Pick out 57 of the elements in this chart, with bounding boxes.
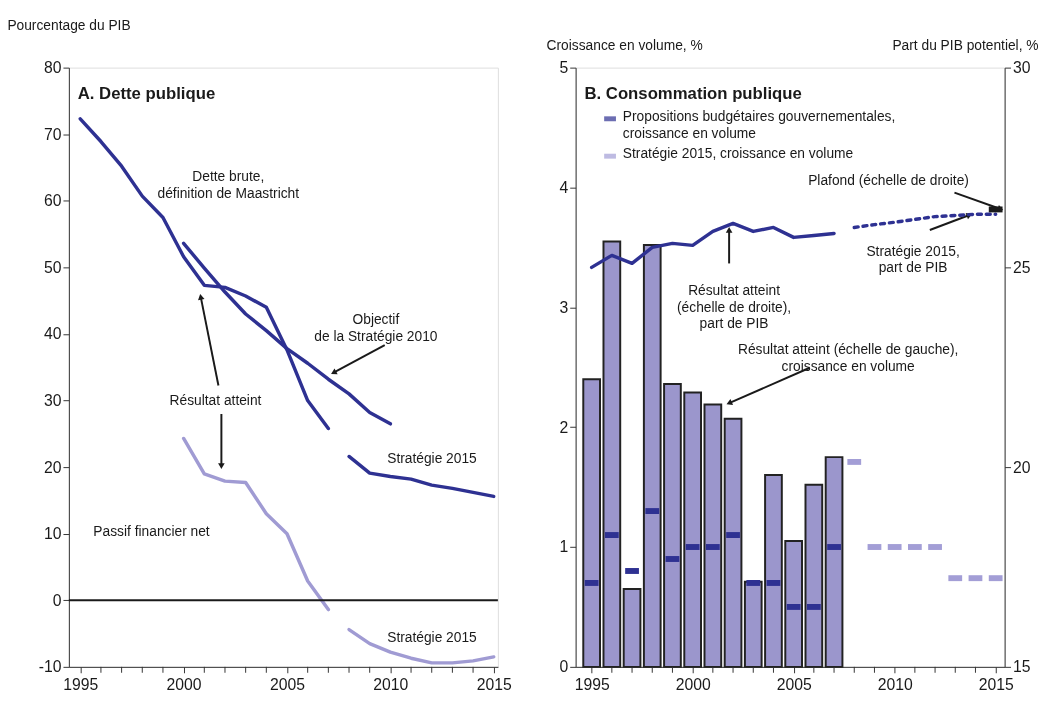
x-tick-label: 2010 (877, 675, 913, 693)
y2-tick-label: 15 (1012, 658, 1031, 676)
annotation: Résultat atteint (échelle de gauche), croissance en volume (737, 341, 959, 374)
y2-axis-title: Part du PIB potentiel, % (892, 38, 1039, 54)
line-series (347, 454, 496, 499)
y2-tick-label: 25 (1012, 258, 1031, 276)
x-tick-label: 1995 (574, 675, 610, 693)
legend-label: Stratégie 2015, croissance en volume (622, 146, 854, 162)
x-tick-label: 1995 (63, 675, 99, 693)
y2-tick-label: 20 (1012, 458, 1031, 476)
text: B. Consommation publique (584, 84, 802, 104)
y-tick-label: 3 (559, 298, 569, 316)
line-series (589, 221, 836, 270)
x-tick-label: 2005 (776, 675, 812, 693)
bar (582, 378, 601, 668)
line-series (347, 627, 496, 665)
x-tick-label: 2015 (978, 675, 1014, 693)
bar (723, 417, 743, 668)
bar (824, 456, 844, 668)
annotation: Passif financier net (93, 523, 210, 539)
annotation: Résultat atteint (échelle de droite), part de PIB (677, 282, 792, 332)
y-tick-label: 30 (43, 391, 62, 409)
x-tick-label: 2005 (269, 675, 306, 693)
y-tick-label: 5 (559, 59, 569, 77)
annotation: Stratégie 2015, part de PIB (866, 243, 960, 276)
y-tick-label: 10 (43, 525, 62, 543)
y-tick-label: 60 (43, 192, 62, 210)
x-tick-label: 2000 (166, 675, 202, 693)
legend-label: Propositions budgétaires gouvernementales, croissance en volume (622, 108, 896, 142)
y-tick-label: 0 (52, 591, 62, 609)
y-tick-label: 0 (559, 658, 569, 676)
annotation: Stratégie 2015 (387, 630, 478, 646)
y-tick-label: 70 (43, 125, 62, 143)
bar (703, 403, 723, 668)
annotation: Objectif de la Stratégie 2010 (314, 312, 438, 345)
x-tick-label: 2000 (675, 675, 711, 693)
bar (804, 483, 824, 668)
y-tick-label: 50 (43, 258, 62, 276)
annotation: Dette brute, définition de Maastricht (157, 168, 300, 201)
text: A. Dette publique (77, 84, 216, 104)
annotation: Plafond (échelle de droite) (808, 172, 969, 188)
y2-tick-label: 30 (1012, 59, 1031, 77)
y-tick-label: -10 (38, 658, 62, 676)
x-tick-label: 2015 (476, 675, 512, 693)
annotation: Résultat atteint (169, 393, 262, 409)
y-tick-label: 20 (43, 458, 62, 476)
y-axis-title: Pourcentage du PIB (7, 17, 131, 33)
annotation: Stratégie 2015 (387, 451, 478, 467)
y-axis-title: Croissance en volume, % (546, 38, 703, 54)
y-tick-label: 40 (43, 325, 62, 343)
y-tick-label: 80 (43, 59, 62, 77)
y-tick-label: 2 (559, 418, 569, 436)
x-tick-label: 2010 (373, 675, 409, 693)
y-tick-label: 4 (559, 178, 569, 196)
y-tick-label: 1 (559, 538, 569, 556)
bar (602, 240, 622, 668)
bar (622, 587, 642, 668)
